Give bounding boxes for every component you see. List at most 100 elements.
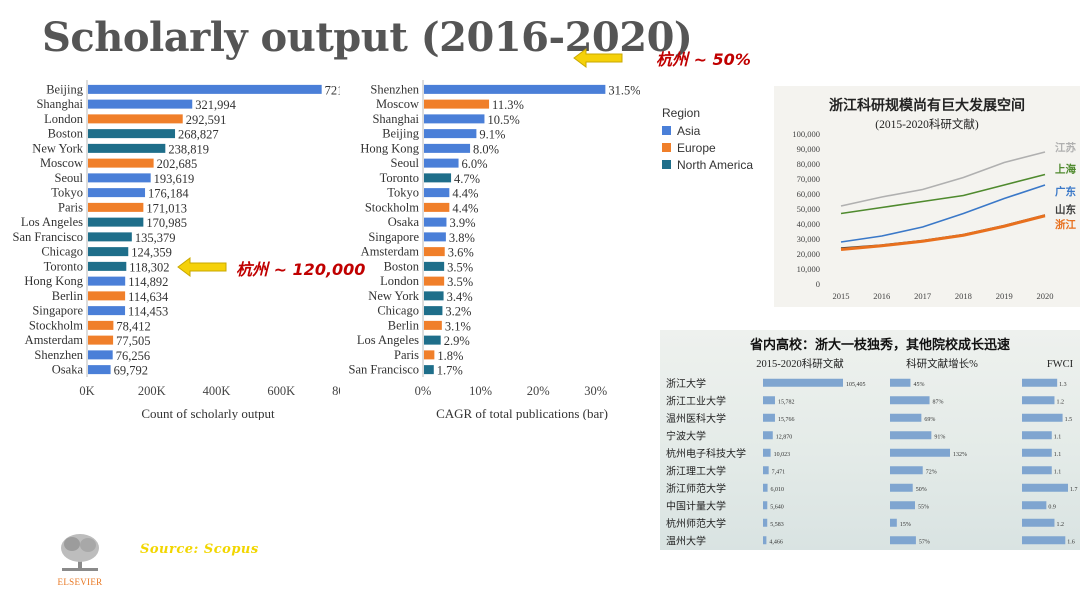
x-tick-label: 2020: [1037, 291, 1054, 301]
data-label: 3.2%: [445, 305, 471, 319]
data-label: 31.5%: [608, 83, 640, 97]
growth-label: 91%: [934, 434, 945, 440]
bar: [424, 261, 445, 271]
fwci-bar: [1022, 518, 1055, 527]
category-label: Paris: [394, 348, 419, 362]
data-label: 6.0%: [462, 157, 488, 171]
province-trend-panel: 浙江科研规模尚有巨大发展空间 (2015-2020科研文献) 0 10,000 20,0…: [774, 86, 1080, 307]
x-axis-title: CAGR of total publications (bar): [436, 406, 608, 420]
bar: [424, 84, 606, 94]
data-label: 171,013: [146, 201, 187, 215]
output-label: 105,405: [846, 382, 866, 388]
data-label: 3.6%: [448, 246, 474, 260]
data-label: 238,819: [168, 142, 209, 156]
data-label: 4.4%: [452, 187, 478, 201]
category-label: Stockholm: [365, 200, 419, 214]
category-label: San Francisco: [13, 230, 83, 244]
legend-title: Region: [662, 106, 701, 120]
growth-bar: [890, 518, 897, 527]
x-tick-label: 20%: [527, 384, 550, 398]
y-tick-label: 60,000: [797, 189, 820, 199]
output-bar: [763, 413, 775, 422]
category-label: Osaka: [52, 363, 84, 377]
y-tick-label: 70,000: [797, 174, 820, 184]
series-label: 山东: [1055, 203, 1077, 216]
source-note: Source: Scopus: [140, 542, 259, 557]
fwci-label: 1.3: [1059, 382, 1067, 388]
data-label: 268,827: [178, 128, 219, 142]
column-header: FWCI: [1047, 359, 1074, 370]
data-label: 124,359: [131, 246, 172, 260]
category-label: Beijing: [46, 82, 84, 96]
growth-bar: [890, 378, 911, 387]
bar: [88, 188, 146, 198]
category-label: Amsterdam: [361, 245, 420, 259]
output-label: 15,766: [778, 417, 795, 423]
chart-title: 浙江科研规模尚有巨大发展空间: [829, 97, 1025, 114]
bar: [88, 217, 144, 227]
bar: [88, 261, 127, 271]
category-label: Shanghai: [372, 112, 419, 126]
x-tick-label: 200K: [138, 384, 166, 398]
hangzhou-output-callout: 杭州 ~ 120,000: [236, 260, 366, 279]
bar: [88, 232, 132, 242]
hangzhou-cagr-callout: 杭州 ~ 50%: [656, 50, 751, 69]
category-label: London: [44, 112, 84, 126]
category-label: Osaka: [388, 215, 420, 229]
y-tick-label: 10,000: [797, 264, 820, 274]
output-label: 6,010: [771, 487, 785, 493]
output-label: 7,471: [772, 469, 786, 475]
growth-label: 50%: [916, 487, 927, 493]
growth-label: 57%: [919, 539, 930, 545]
output-label: 4,466: [769, 539, 783, 545]
bar: [424, 158, 459, 168]
category-label: New York: [32, 141, 83, 155]
data-label: 8.0%: [473, 142, 499, 156]
university-name: 浙江工业大学: [666, 394, 726, 407]
university-name: 宁波大学: [666, 429, 706, 442]
legend-item-europe: Europe: [662, 139, 753, 156]
university-name: 浙江理工大学: [666, 464, 726, 477]
data-label: 292,591: [186, 113, 227, 127]
category-label: Amsterdam: [25, 333, 84, 347]
bar: [88, 114, 183, 124]
data-label: 11.3%: [492, 98, 524, 112]
bar: [88, 320, 114, 330]
bar: [424, 365, 434, 375]
data-label: 321,994: [195, 98, 236, 112]
data-label: 4.7%: [454, 172, 480, 186]
fwci-label: 1.6: [1067, 539, 1075, 545]
y-tick-label: 90,000: [797, 144, 820, 154]
growth-bar: [890, 501, 915, 510]
bar: [424, 99, 490, 109]
legend-item-north-america: North America: [662, 156, 753, 173]
bar: [88, 335, 114, 345]
fwci-label: 1.1: [1054, 434, 1062, 440]
category-label: Stockholm: [29, 318, 83, 332]
university-name: 温州医科大学: [666, 412, 726, 425]
data-label: 3.5%: [447, 260, 473, 274]
output-bar: [763, 536, 767, 545]
category-label: Beijing: [382, 127, 420, 141]
bar: [88, 143, 166, 153]
bar: [424, 143, 471, 153]
category-label: Berlin: [388, 318, 420, 332]
category-label: Tokyo: [51, 186, 83, 200]
university-name: 杭州电子科技大学: [666, 447, 746, 460]
y-tick-label: 40,000: [797, 219, 820, 229]
category-label: Los Angeles: [21, 215, 83, 229]
growth-label: 69%: [924, 417, 935, 423]
output-bar: [763, 378, 843, 387]
bar: [424, 114, 485, 124]
series-line: [840, 214, 1046, 251]
category-label: Los Angeles: [357, 333, 419, 347]
output-bar: [763, 501, 768, 510]
y-tick-label: 100,000: [792, 129, 820, 139]
university-name: 浙江师范大学: [666, 482, 726, 495]
x-tick-label: 800K: [332, 384, 340, 398]
data-label: 3.8%: [449, 231, 475, 245]
fwci-label: 1.2: [1056, 399, 1064, 405]
x-tick-label: 30%: [584, 384, 607, 398]
fwci-bar: [1022, 431, 1052, 440]
output-bar: [763, 466, 769, 475]
